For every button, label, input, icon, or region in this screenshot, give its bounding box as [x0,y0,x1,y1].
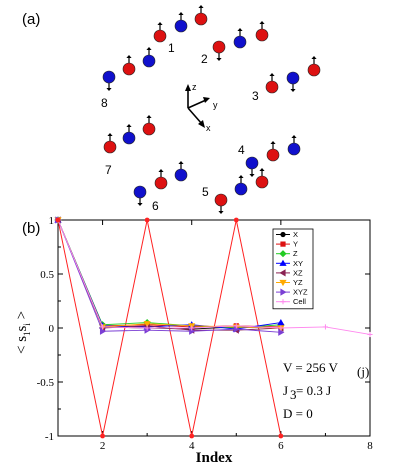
x-tick-label: 4 [189,440,195,452]
data-point [277,319,285,326]
red-atom-1 [153,22,167,43]
legend-label: XYZ [293,288,308,297]
blue-atom-12 [287,135,301,156]
legend-label: Y [293,240,298,249]
data-point [233,323,239,329]
blue-atom-22 [102,70,116,91]
series-y [55,217,284,330]
data-point [189,325,195,331]
data-point [233,325,240,333]
red-atom-13 [214,193,228,214]
red-atom-4 [212,40,226,61]
group-label-8: 8 [101,96,108,110]
legend-label: X [293,230,298,239]
blue-atom-20 [122,124,136,145]
zigzag-point [233,217,239,223]
annotation-j3-sub: 3 [290,387,297,402]
data-point [189,327,196,335]
blue-atom-16 [133,185,147,206]
series-x [55,217,284,332]
group-label-4: 4 [238,143,245,157]
annotation-v: V = 256 V [283,360,339,375]
red-atom-23 [122,55,136,76]
red-atom-9 [307,56,321,77]
red-atom-6 [255,21,269,42]
annotation-v-sub: (j) [357,364,369,379]
red-atom-21 [142,115,156,136]
group-label-2: 2 [201,52,208,66]
panel-b-label: (b) [22,220,40,237]
data-point [99,324,106,330]
group-label-6: 6 [152,199,159,213]
series-line [57,219,371,335]
axis-z-label: z [192,82,197,92]
y-tick-label: -0.5 [37,377,55,389]
group-label-1: 1 [168,41,175,55]
data-point [278,325,284,331]
axis-y-label: y [213,100,218,110]
legend-label: Cell [293,297,306,306]
series-z [54,216,285,332]
zigzag-point [278,433,284,439]
data-point [367,331,373,338]
y-tick-label: 0 [49,323,55,335]
legend-label: Z [293,249,298,258]
x-tick-label: 2 [100,440,106,452]
series-xyz [55,216,285,336]
coordinate-axes: z y x [185,82,218,133]
red-atom-3 [194,5,208,26]
zigzag-point [55,217,61,223]
y-tick-label: 0.5 [40,269,54,281]
x-tick-label: 8 [367,440,373,452]
spin-diagram [102,5,321,214]
series-xz [54,216,284,334]
panel-a-label: (a) [22,11,40,28]
red-atom-17 [154,169,168,190]
zigzag-point [144,217,150,223]
annotation-j3-value: = 0.3 J [296,383,331,398]
data-point [278,328,285,336]
y-tick-label: 1 [49,215,55,227]
blue-atom-8 [286,71,300,92]
series-yz [54,217,285,332]
legend-label: XZ [293,268,303,277]
y-tick-label: -1 [45,431,54,443]
red-atom-11 [266,141,280,162]
x-axis-title: Index [196,450,233,466]
series-cell [55,217,373,338]
data-point [322,324,329,330]
y-axis-title: < s1si > [14,311,32,354]
blue-atom-5 [233,28,247,49]
group-label-5: 5 [202,185,209,199]
blue-atom-24 [142,47,156,68]
blue-atom-2 [174,12,188,33]
svg-text:< s1si >: < s1si > [14,311,32,354]
data-point [144,325,150,331]
group-label-7: 7 [105,163,112,177]
axis-x-label: x [206,123,211,133]
red-atom-7 [265,73,279,94]
annotation-d: D = 0 [283,406,313,421]
series-line [57,219,281,333]
series-xy [54,216,285,332]
x-tick-label: 6 [278,440,284,452]
red-atom-19 [103,133,117,154]
annotation-j3: J [283,383,288,398]
data-point [99,327,107,335]
group-label-3: 3 [252,89,259,103]
blue-atom-18 [174,161,188,182]
red-atom-15 [255,168,269,189]
zigzag-point [100,433,105,439]
blue-atom-10 [245,156,259,177]
blue-atom-14 [234,175,248,196]
data-point [143,321,151,328]
zigzag-point [189,433,195,439]
legend-label: XY [293,259,303,268]
legend-label: YZ [293,278,303,287]
